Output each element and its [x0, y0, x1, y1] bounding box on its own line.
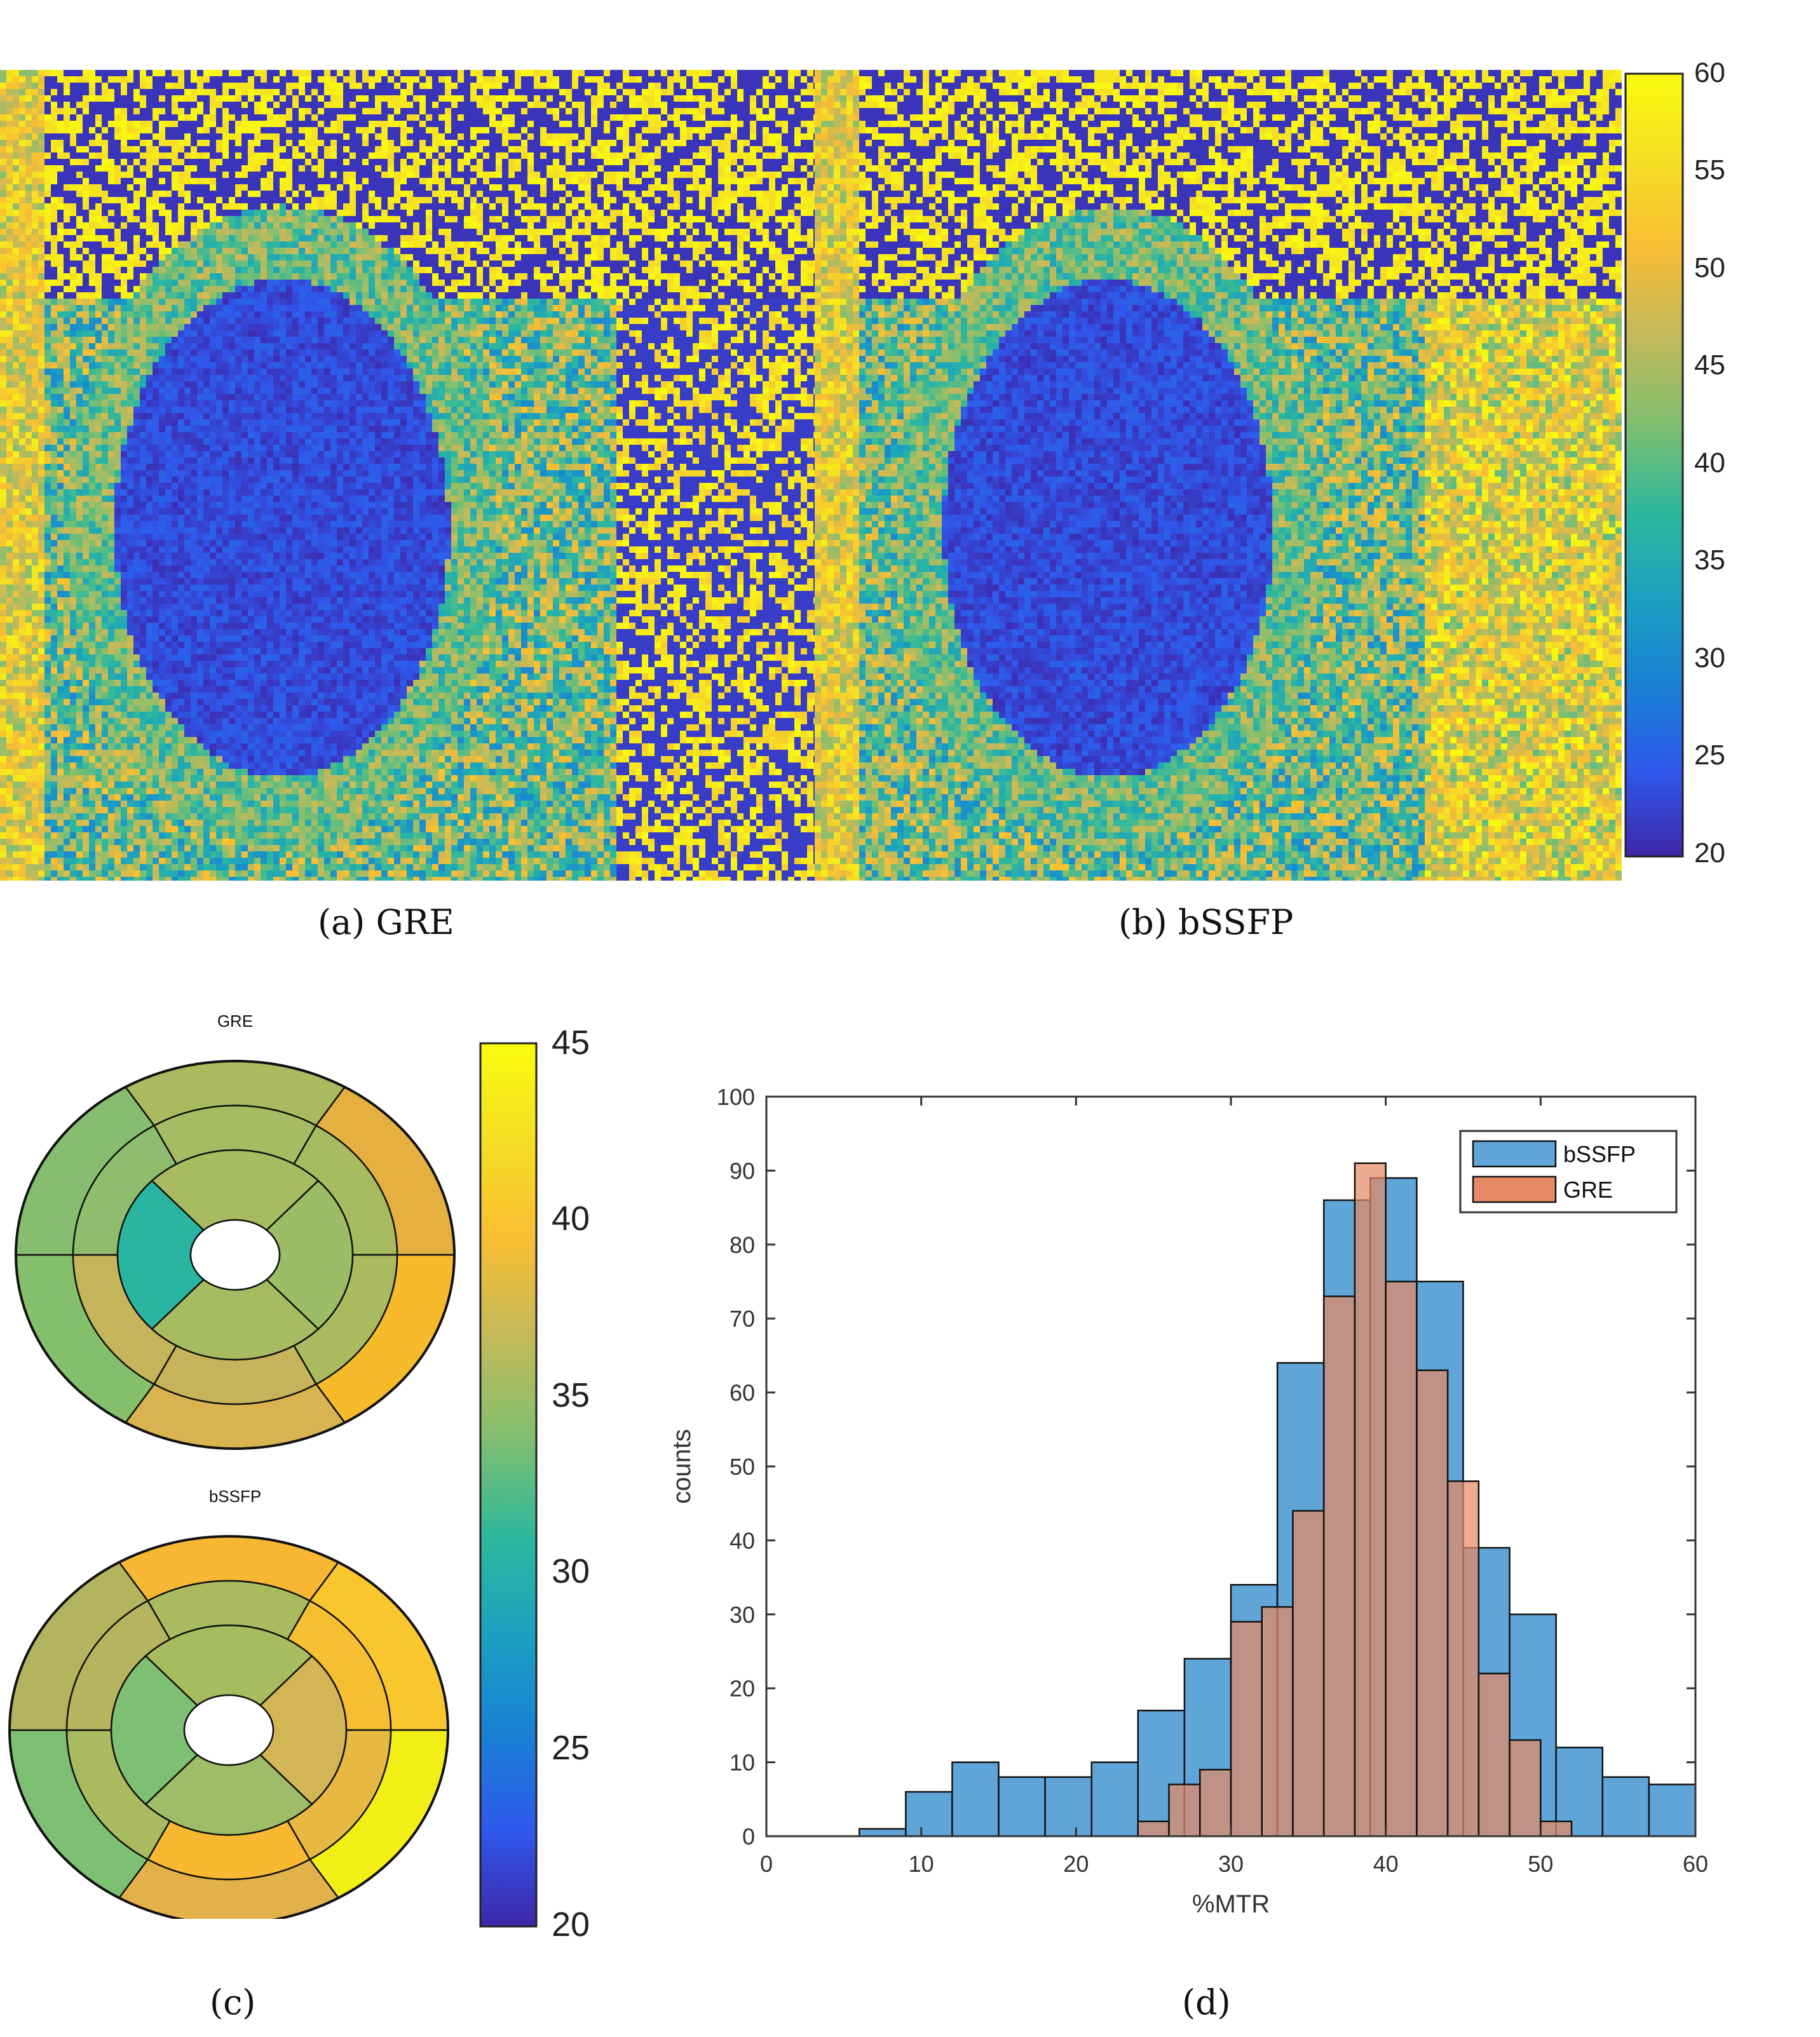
mtr-histogram: 0 10 20 30 40 50 60 0 10 20 30 40 50 60 70 80 90 100 %MT… [661, 1080, 1805, 1970]
caption-c: (c) [210, 1982, 255, 2022]
histogram-bar [1386, 1282, 1417, 1836]
y-tick-label: 90 [730, 1158, 755, 1184]
y-tick-label: 40 [730, 1527, 755, 1553]
y-axis-label: counts [668, 1429, 696, 1504]
colorbar-tick-label: 45 [552, 1023, 590, 1062]
histogram-bar [952, 1763, 998, 1836]
bullseye-gre-title: GRE [217, 1012, 253, 1031]
y-tick-label: 100 [717, 1084, 755, 1110]
bullseye-bssfp [10, 1536, 448, 1919]
colorbar-tick-label: 40 [552, 1199, 590, 1238]
caption-b: (b) bSSFP [1118, 902, 1293, 942]
x-axis-label: %MTR [1192, 1890, 1270, 1918]
x-tick-label: 30 [1218, 1851, 1244, 1877]
colorbar-tick-label: 35 [552, 1376, 590, 1415]
y-tick-label: 80 [730, 1232, 755, 1258]
legend-entry: GRE [1563, 1177, 1613, 1203]
histogram-bar [1649, 1785, 1695, 1836]
histogram-bar [1603, 1777, 1649, 1836]
histogram-bar [1324, 1296, 1355, 1836]
colorbar-tick-label: 45 [1694, 349, 1725, 381]
bullseye-center [191, 1220, 280, 1290]
y-tick-label: 10 [730, 1750, 755, 1776]
legend-entry: bSSFP [1563, 1141, 1636, 1167]
caption-d: (d) [1182, 1982, 1231, 2022]
histogram-bar [1293, 1511, 1324, 1836]
x-tick-label: 40 [1373, 1851, 1399, 1877]
histogram-bar [1138, 1822, 1169, 1836]
caption-a: (a) GRE [318, 902, 454, 942]
top-colorbar [1624, 72, 1687, 860]
colorbar-tick-label: 25 [552, 1728, 590, 1768]
histogram-bar [1262, 1607, 1293, 1836]
histogram-bar [1540, 1822, 1572, 1836]
colorbar-tick-label: 60 [1694, 57, 1725, 89]
legend: bSSFP GRE [1460, 1131, 1676, 1212]
y-tick-label: 50 [730, 1454, 755, 1480]
colorbar-tick-label: 35 [1694, 545, 1725, 576]
legend-swatch [1473, 1141, 1556, 1167]
y-tick-label: 0 [742, 1824, 755, 1850]
y-tick-label: 70 [730, 1306, 755, 1332]
histogram-bar [1355, 1163, 1386, 1836]
bullseye-colorbar [479, 1042, 540, 1932]
histogram-bar [1092, 1763, 1138, 1836]
colorbar-tick-label: 30 [552, 1552, 590, 1591]
x-tick-label: 60 [1683, 1851, 1708, 1877]
colorbar-tick-label: 40 [1694, 447, 1725, 479]
bullseye-gre [16, 1061, 454, 1449]
legend-swatch [1473, 1177, 1556, 1202]
histogram-bar [999, 1777, 1045, 1836]
gre-mtr-map [0, 70, 815, 881]
histogram-bar [1448, 1481, 1479, 1836]
histogram-bar [859, 1829, 906, 1836]
histogram-bar [1045, 1777, 1092, 1836]
colorbar-tick-label: 30 [1694, 642, 1725, 674]
bullseye-plots: GRE bSSFP [0, 991, 470, 1919]
x-tick-label: 10 [909, 1851, 934, 1877]
x-tick-label: 20 [1063, 1851, 1089, 1877]
y-tick-label: 20 [730, 1675, 755, 1702]
bullseye-center [184, 1695, 273, 1765]
colorbar-tick-label: 50 [1694, 252, 1725, 284]
histogram-bar [1200, 1770, 1231, 1836]
colorbar-tick-label: 55 [1694, 154, 1725, 186]
x-tick-label: 0 [760, 1851, 773, 1877]
bssfp-mtr-map [815, 70, 1622, 881]
y-tick-label: 30 [730, 1602, 755, 1628]
colorbar-tick-label: 20 [1694, 837, 1725, 869]
x-tick-label: 50 [1528, 1851, 1553, 1877]
histogram-bar [1231, 1621, 1262, 1836]
histogram-bar [1169, 1785, 1200, 1836]
bullseye-bssfp-title: bSSFP [209, 1487, 261, 1506]
histogram-bar [906, 1792, 952, 1836]
histogram-bar [1416, 1370, 1448, 1836]
histogram-bar [1479, 1674, 1510, 1836]
colorbar-tick-label: 20 [552, 1905, 590, 1944]
histogram-bar [1510, 1740, 1541, 1836]
colorbar-tick-label: 25 [1694, 740, 1725, 771]
y-tick-label: 60 [730, 1380, 755, 1406]
